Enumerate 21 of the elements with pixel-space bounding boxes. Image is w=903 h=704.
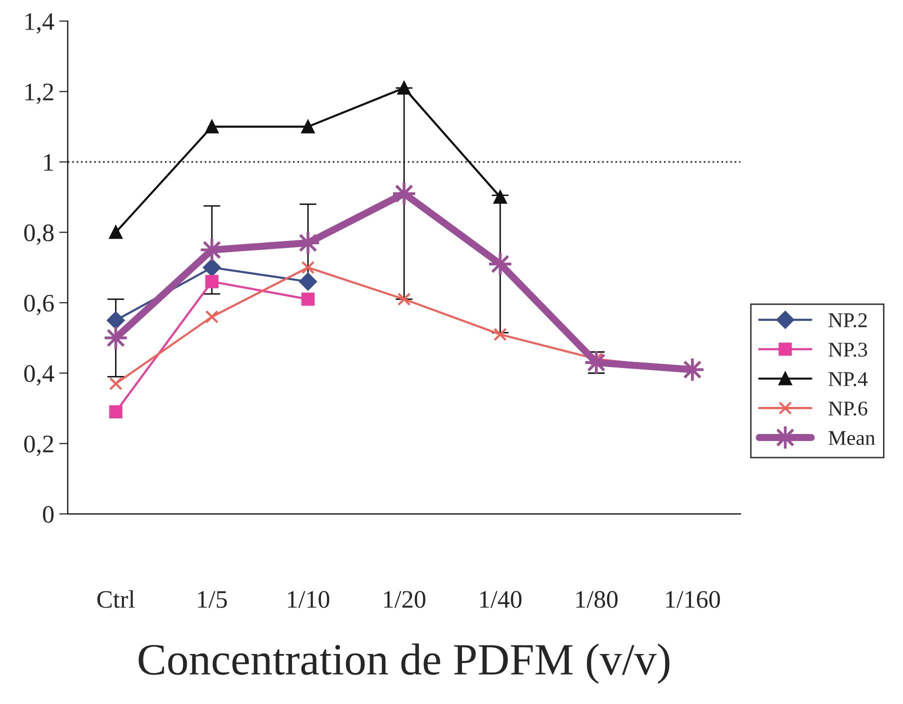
x-tick-label: 1/10 xyxy=(288,591,330,608)
x-tick-label: 1/20 xyxy=(384,591,426,608)
x-tick-label: 1/40 xyxy=(480,591,522,608)
x-axis-title: Concentration de PDFM (v/v) xyxy=(138,644,670,684)
y-tick-label: 0,8 xyxy=(24,224,54,245)
legend-label: NP.6 xyxy=(828,402,868,416)
x-tick-label: Ctrl xyxy=(97,590,135,608)
y-tick-label: 1 xyxy=(44,154,54,171)
x-tick-label: 1/80 xyxy=(576,591,618,608)
y-tick-label: 1,2 xyxy=(25,84,54,104)
y-tick-label: 0 xyxy=(42,506,54,523)
legend-label: NP.2 xyxy=(828,313,867,328)
y-tick-label: 0,6 xyxy=(24,294,54,316)
y-tick-label: 1,4 xyxy=(25,13,54,34)
x-tick-label: 1/5 xyxy=(198,591,227,608)
y-tick-label: 0,4 xyxy=(24,365,54,386)
x-tick-label: 1/160 xyxy=(666,591,720,608)
legend-label: NP.4 xyxy=(828,372,868,386)
y-tick-label: 0,2 xyxy=(24,436,54,456)
legend-label: NP.3 xyxy=(828,342,868,357)
legend-label: Mean xyxy=(828,431,876,446)
